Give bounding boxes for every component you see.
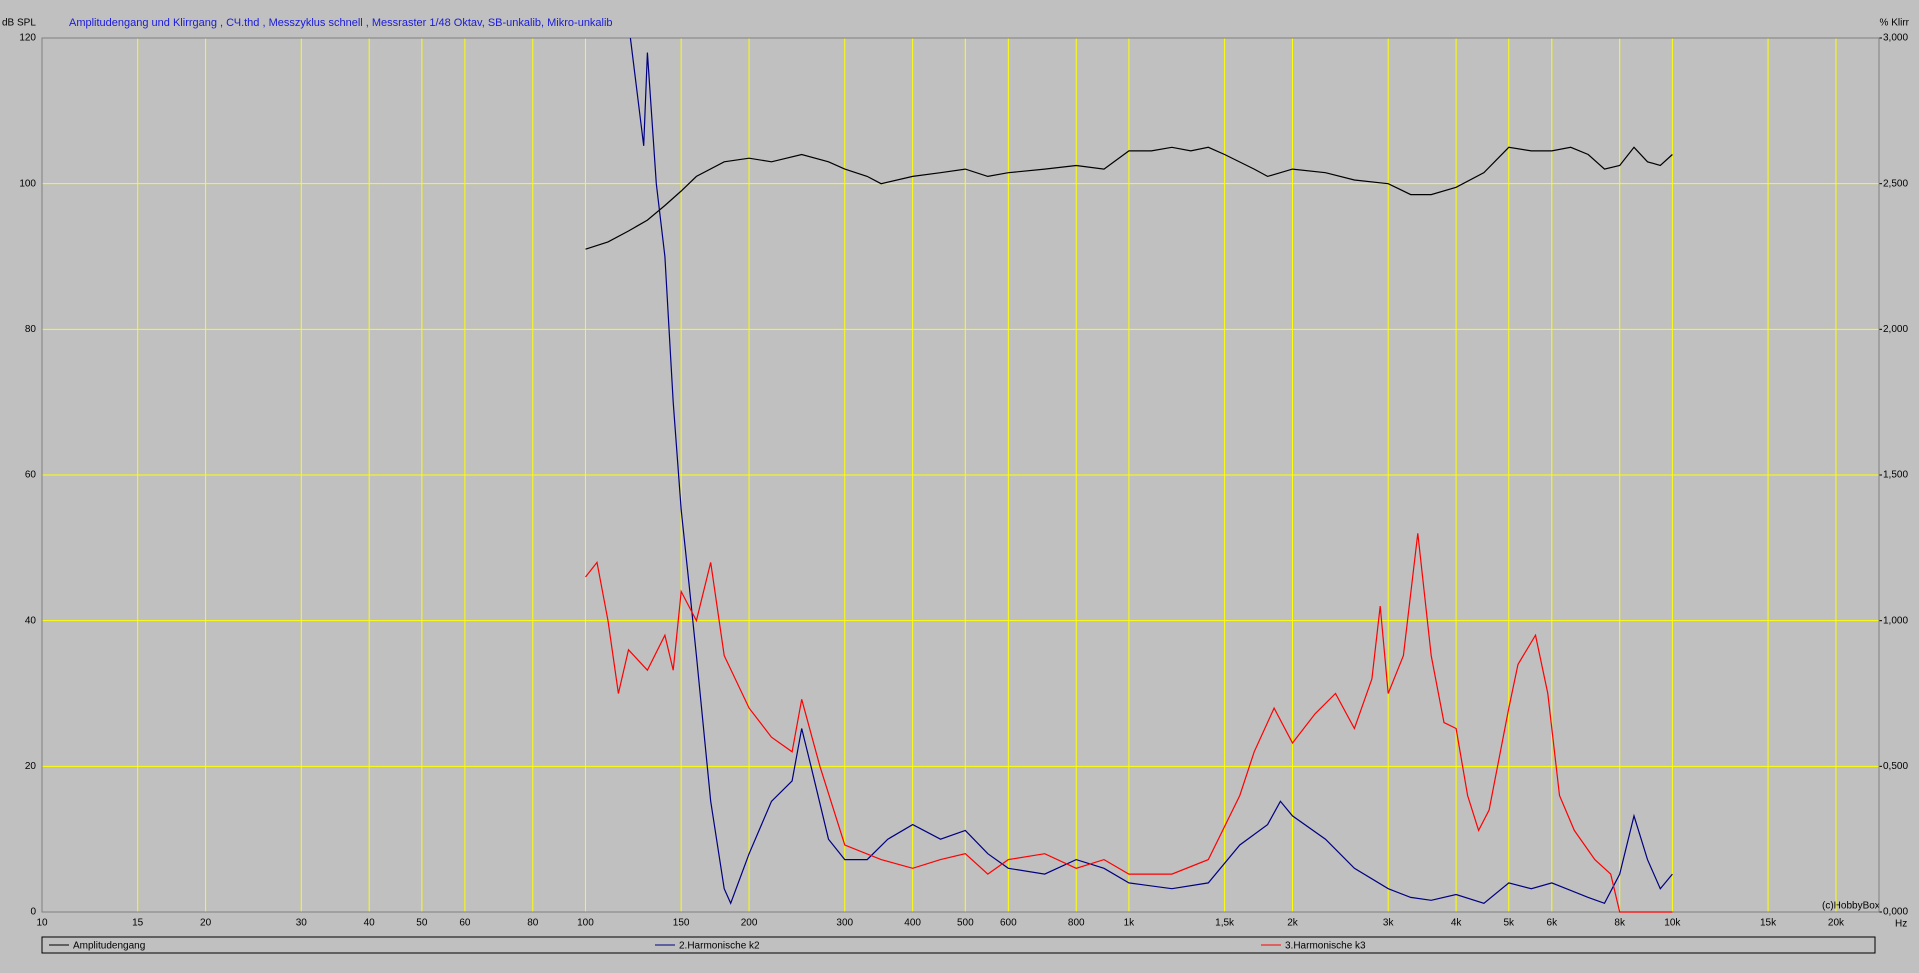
x-tick-label: 15 bbox=[132, 918, 144, 929]
x-tick-label: 20 bbox=[200, 918, 212, 929]
x-tick-label: 100 bbox=[577, 918, 594, 929]
y2-tick-label: 1,500 bbox=[1883, 470, 1908, 481]
x-tick-label: 60 bbox=[459, 918, 471, 929]
x-tick-label: 1k bbox=[1124, 918, 1136, 929]
y-tick-label: 20 bbox=[25, 761, 37, 772]
x-tick-label: 500 bbox=[957, 918, 974, 929]
x-tick-label: 1,5k bbox=[1215, 918, 1235, 929]
x-axis-label: Hz bbox=[1895, 919, 1907, 930]
y-tick-label: 40 bbox=[25, 615, 37, 626]
x-tick-label: 6k bbox=[1547, 918, 1559, 929]
x-tick-label: 30 bbox=[296, 918, 308, 929]
legend-label: 2.Harmonische k2 bbox=[679, 941, 760, 952]
legend-label: Amplitudengang bbox=[73, 941, 145, 952]
x-tick-label: 10k bbox=[1664, 918, 1681, 929]
series-line bbox=[629, 37, 1673, 905]
y2-tick-label: 0,000 bbox=[1883, 907, 1908, 918]
x-tick-label: 5k bbox=[1503, 918, 1515, 929]
x-tick-label: 10 bbox=[36, 918, 48, 929]
series-line bbox=[585, 533, 1673, 913]
legend-label: 3.Harmonische k3 bbox=[1285, 941, 1366, 952]
x-tick-label: 8k bbox=[1614, 918, 1626, 929]
y-tick-label: 100 bbox=[19, 178, 36, 189]
chart-title: Amplitudengang und Klirrgang , СЧ.thd , … bbox=[69, 17, 613, 29]
x-tick-label: 40 bbox=[364, 918, 376, 929]
x-tick-label: 2k bbox=[1287, 918, 1299, 929]
y-tick-label: 120 bbox=[19, 33, 36, 44]
x-tick-label: 4k bbox=[1451, 918, 1463, 929]
y2-tick-label: 3,000 bbox=[1883, 33, 1908, 44]
x-tick-label: 3k bbox=[1383, 918, 1395, 929]
x-tick-label: 300 bbox=[836, 918, 853, 929]
x-tick-label: 15k bbox=[1760, 918, 1777, 929]
y-tick-label: 60 bbox=[25, 470, 37, 481]
y-tick-label: 0 bbox=[30, 907, 36, 918]
series-line bbox=[585, 146, 1673, 250]
plot-frame bbox=[41, 37, 1880, 913]
y2-axis-label: % Klirr bbox=[1880, 18, 1910, 29]
x-tick-label: 80 bbox=[527, 918, 539, 929]
y2-tick-label: 0,500 bbox=[1883, 761, 1908, 772]
y2-tick-label: 2,000 bbox=[1883, 324, 1908, 335]
legend-box bbox=[41, 936, 1876, 954]
x-tick-label: 200 bbox=[741, 918, 758, 929]
x-tick-label: 150 bbox=[673, 918, 690, 929]
x-tick-label: 50 bbox=[416, 918, 428, 929]
y2-tick-label: 1,000 bbox=[1883, 615, 1908, 626]
annotation: (c)HobbyBox bbox=[1822, 901, 1880, 912]
y2-tick-label: 2,500 bbox=[1883, 178, 1908, 189]
x-tick-label: 400 bbox=[904, 918, 921, 929]
y-axis-label: dB SPL bbox=[2, 18, 36, 29]
y-tick-label: 80 bbox=[25, 324, 37, 335]
x-tick-label: 800 bbox=[1068, 918, 1085, 929]
x-tick-label: 600 bbox=[1000, 918, 1017, 929]
x-tick-label: 20k bbox=[1828, 918, 1845, 929]
